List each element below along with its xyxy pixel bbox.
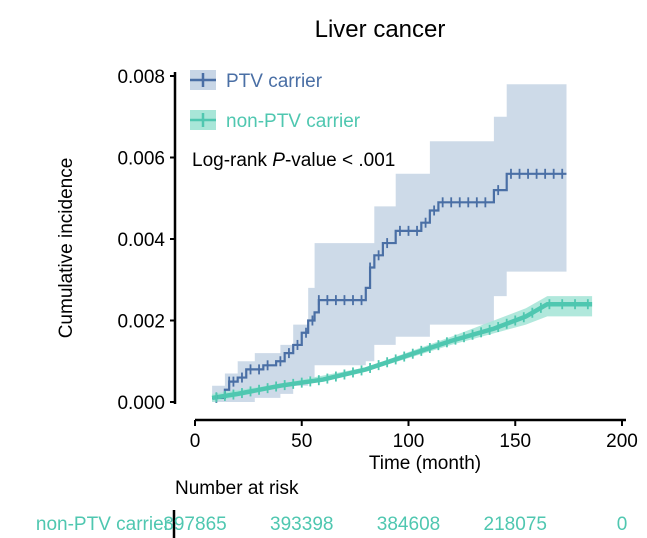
risk-value: 0 (617, 514, 628, 535)
y-tick-label: 0.008 (117, 67, 165, 88)
non-ptv-confidence-band (212, 296, 593, 402)
y-ticks: 0.000 0.002 0.004 0.006 0.008 (117, 67, 175, 414)
risk-row-label: non-PTV carrier (36, 514, 171, 535)
legend: PTV carrier non-PTV carrier (190, 70, 361, 132)
ptv-confidence-band (212, 76, 567, 402)
x-tick-label: 50 (291, 431, 312, 452)
y-tick-label: 0.004 (117, 230, 165, 251)
x-tick-label: 200 (606, 431, 638, 452)
chart-title: Liver cancer (315, 16, 446, 43)
legend-label-ptv: PTV carrier (226, 71, 323, 92)
x-tick-label: 0 (190, 431, 201, 452)
x-ticks: 0 50 100 150 200 (190, 420, 638, 452)
legend-label-non-ptv: non-PTV carrier (226, 111, 361, 132)
y-tick-label: 0.006 (117, 149, 165, 170)
logrank-annotation: Log-rank P-value < .001 (192, 150, 395, 171)
y-tick-label: 0.002 (117, 312, 165, 333)
y-axis-label: Cumulative incidence (56, 158, 77, 339)
risk-value: 397865 (163, 514, 226, 535)
risk-values: 397865 393398 384608 218075 0 (163, 514, 627, 535)
x-tick-label: 100 (393, 431, 425, 452)
ci-bands (212, 76, 593, 402)
risk-table-title: Number at risk (175, 478, 299, 499)
censor-marks (215, 168, 589, 403)
x-tick-label: 150 (499, 431, 531, 452)
risk-value: 384608 (377, 514, 440, 535)
y-tick-label: 0.000 (117, 393, 165, 414)
x-axis-label: Time (month) (369, 453, 481, 474)
ptv-curve (212, 172, 567, 400)
risk-value: 393398 (270, 514, 333, 535)
risk-value: 218075 (484, 514, 547, 535)
